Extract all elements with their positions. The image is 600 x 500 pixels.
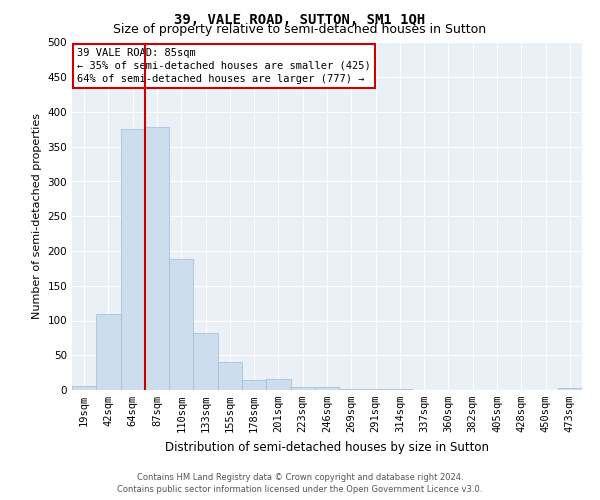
Bar	[339, 388, 364, 390]
Text: 39 VALE ROAD: 85sqm
← 35% of semi-detached houses are smaller (425)
64% of semi-: 39 VALE ROAD: 85sqm ← 35% of semi-detach…	[77, 48, 371, 84]
Text: 39, VALE ROAD, SUTTON, SM1 1QH: 39, VALE ROAD, SUTTON, SM1 1QH	[175, 12, 425, 26]
Bar	[218, 362, 242, 390]
Bar	[145, 128, 169, 390]
Bar	[96, 314, 121, 390]
Y-axis label: Number of semi-detached properties: Number of semi-detached properties	[32, 114, 42, 320]
Bar	[290, 386, 315, 390]
Text: Size of property relative to semi-detached houses in Sutton: Size of property relative to semi-detach…	[113, 22, 487, 36]
Bar	[266, 379, 290, 390]
Bar	[169, 260, 193, 390]
Bar	[121, 130, 145, 390]
Bar	[558, 388, 582, 390]
Text: Contains HM Land Registry data © Crown copyright and database right 2024.
Contai: Contains HM Land Registry data © Crown c…	[118, 472, 482, 494]
Bar	[388, 388, 412, 390]
Bar	[72, 386, 96, 390]
Bar	[315, 387, 339, 390]
Bar	[242, 380, 266, 390]
X-axis label: Distribution of semi-detached houses by size in Sutton: Distribution of semi-detached houses by …	[165, 440, 489, 454]
Bar	[193, 333, 218, 390]
